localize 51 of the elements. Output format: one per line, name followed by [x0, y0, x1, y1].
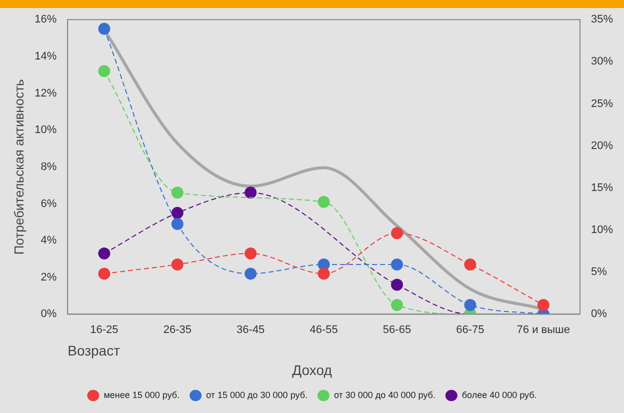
y2-tick-label: 10%: [590, 224, 614, 236]
point: [390, 258, 403, 270]
point: [98, 268, 110, 280]
y2-tick-label: 15%: [590, 182, 614, 194]
point: [244, 186, 257, 199]
point: [171, 258, 184, 270]
y2-tick-label: 0%: [590, 308, 608, 320]
y2-tick-label: 25%: [590, 98, 614, 110]
x-tick-label: 36-45: [236, 324, 265, 336]
point: [318, 196, 330, 208]
y-tick-label: 6%: [40, 198, 57, 210]
x-tick-label: 26-35: [163, 324, 192, 336]
y2-tick-label: 5%: [590, 266, 608, 278]
x-tick-label: 76 и выше: [516, 324, 570, 336]
y2-tick-label: 30%: [590, 56, 614, 68]
point: [171, 218, 184, 230]
point: [98, 247, 110, 260]
y-tick-label: 2%: [40, 271, 57, 284]
y-tick-label: 10%: [34, 124, 57, 136]
y-tick-label: 16%: [34, 14, 57, 26]
point: [98, 22, 110, 35]
legend-label: менее 15 000 руб.: [104, 390, 180, 400]
y2-tick-label: 35%: [590, 14, 614, 26]
point: [171, 206, 184, 219]
point: [318, 268, 330, 280]
y2-tick-label: 20%: [590, 140, 614, 152]
x-tick-label: 66-75: [456, 324, 484, 336]
point: [464, 298, 476, 311]
x-axis-title: Возраст: [68, 342, 121, 359]
point: [244, 268, 257, 280]
x-tick-label: 56-65: [382, 324, 412, 336]
x-tick-label: 16-25: [90, 324, 118, 336]
point: [390, 298, 403, 311]
y-tick-label: 4%: [40, 234, 57, 247]
point: [244, 247, 257, 260]
legend-label: более 40 000 руб.: [462, 390, 537, 400]
legend-label: от 15 000 до 30 000 руб.: [206, 390, 308, 400]
legend-label: от 30 000 до 40 000 руб.: [334, 390, 436, 400]
point: [98, 65, 110, 78]
legend-title: Доход: [292, 362, 332, 378]
point: [171, 186, 184, 199]
x-tick-label: 46-55: [310, 324, 338, 336]
y-tick-label: 8%: [40, 160, 57, 173]
point: [390, 227, 403, 240]
y-tick-label: 14%: [34, 50, 57, 62]
y-axis-title: Потребительская активность: [11, 78, 26, 255]
y-tick-label: 12%: [34, 87, 57, 100]
point: [390, 278, 403, 291]
y-tick-label: 0%: [40, 308, 57, 320]
point: [464, 258, 476, 270]
point: [537, 298, 550, 311]
